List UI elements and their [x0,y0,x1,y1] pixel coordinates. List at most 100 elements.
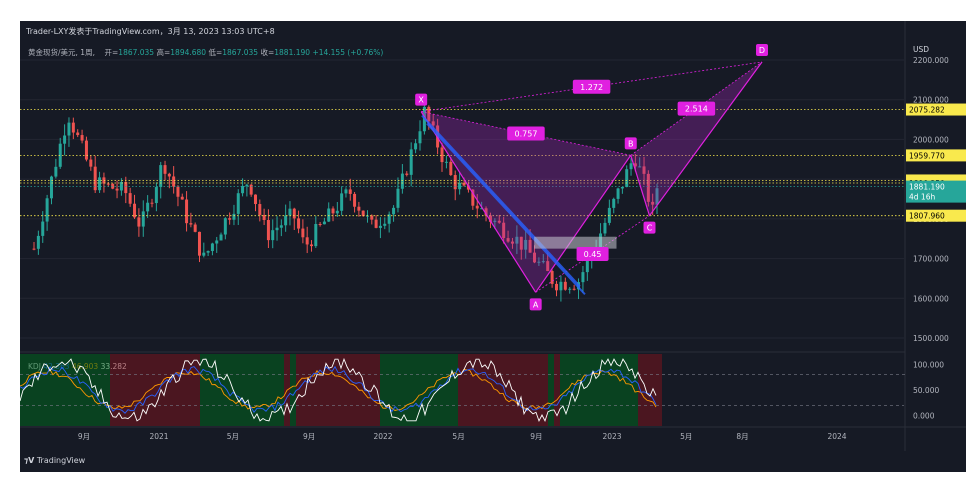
candle-body [340,193,344,211]
candle-body [84,140,88,160]
kdj-bg-band [398,354,404,426]
kdj-bg-band [578,354,584,426]
candles-group [32,98,659,302]
time-tick-label: 5月 [227,432,239,441]
open-value: 1867.035 [118,48,155,57]
candle-body [215,240,219,244]
candle-body [301,228,305,238]
candle-body [150,202,154,204]
candle-body [331,208,335,214]
kdj-bg-band [506,354,512,426]
price-tick-label: 1700.000 [913,255,949,264]
point-label: B [628,139,634,148]
kdj-bg-band [386,354,392,426]
high-label: 高= [156,48,171,57]
kdj-bg-band [338,354,344,426]
kdj-bg-band [158,354,164,426]
candle-body [462,182,466,186]
candle-body [202,252,206,256]
kdj-bg-band [230,354,236,426]
kdj-bg-band [356,354,362,426]
candle-body [292,208,296,219]
kdj-tick-label: 50.000 [913,386,939,395]
time-tick-label: 9月 [78,432,90,441]
candle-body [646,173,650,202]
candle-body [102,177,106,184]
candle-body [172,176,176,187]
kdj-bg-band [284,354,290,426]
candle-body [41,221,45,236]
kdj-bg-band [170,354,176,426]
price-tick-label: 1500.000 [913,334,949,343]
candle-body [581,272,585,283]
kdj-bg-band [548,354,554,426]
kdj-bg-band [536,354,542,426]
candle-body [383,223,387,226]
kdj-d-value: 46.903 [71,362,99,371]
kdj-bg-band [134,354,140,426]
candle-body [458,182,462,190]
candle-body [111,183,115,189]
candle-body [335,210,339,214]
candle-body [275,227,279,231]
trend-line-2 [426,122,586,295]
candle-body [137,217,141,227]
kdj-bg-band [176,354,182,426]
point-label-box [756,43,768,56]
candle-body [502,222,506,239]
kdj-bg-band [152,354,158,426]
candle-body [318,223,322,225]
kdj-tick-label: 0.000 [913,412,935,421]
price-tick-label: 2200.000 [913,56,949,65]
kdj-name[interactable]: KDJ [28,362,41,371]
close-value: 1881.190 [274,48,311,57]
last-price-label: 1881.190 [909,183,945,192]
kdj-bg-band [392,354,398,426]
candle-body [124,181,128,194]
kdj-bg-band [518,354,524,426]
candle-body [58,143,62,167]
low-label: 低= [208,48,223,57]
last-price-badge [906,180,966,203]
candle-body [475,205,479,209]
candle-body [309,244,313,247]
candle-body [453,175,457,190]
candle-body [436,125,440,148]
candle-body [577,282,581,290]
candle-body [54,166,58,177]
candle-body [76,132,80,136]
time-tick-label: 2024 [827,432,846,441]
candle-body [515,236,519,244]
symbol-label[interactable]: 黄金现货/美元, 1周, [28,48,95,57]
kdj-bg-band [560,354,566,426]
chart-canvas[interactable]: 1.272 0.757 2.514 0.45 X A B C D USD 2200.000 2100.… [20,21,966,472]
price-badge-label: 1807.960 [909,212,945,221]
candle-body [141,211,145,227]
kdj-bg-band [476,354,482,426]
kdj-bg-band [314,354,320,426]
candle-body [594,247,598,254]
kdj-bg-band [608,354,614,426]
time-tick-label: 9月 [530,432,542,441]
candle-body [314,223,318,247]
candle-body [249,184,253,195]
candle-body [510,241,514,244]
kdj-bg-band [242,354,248,426]
candle-body [374,219,378,228]
candle-body [305,237,309,245]
candle-body [185,199,189,224]
candle-body [128,193,132,204]
candle-body [32,248,36,250]
time-tick-label: 5月 [452,432,464,441]
ratio-label: 1.272 [580,83,603,92]
candle-body [258,204,262,215]
kdj-bg-band [236,354,242,426]
kdj-bg-band [128,354,134,426]
box-rect [534,236,617,249]
kdj-bg-band [344,354,350,426]
price-badge [906,177,966,190]
price-badge-label: 1890.250 [909,179,945,188]
candle-body [348,189,352,194]
candle-body [405,173,409,175]
kdj-k-value: 42.363 [43,362,70,371]
